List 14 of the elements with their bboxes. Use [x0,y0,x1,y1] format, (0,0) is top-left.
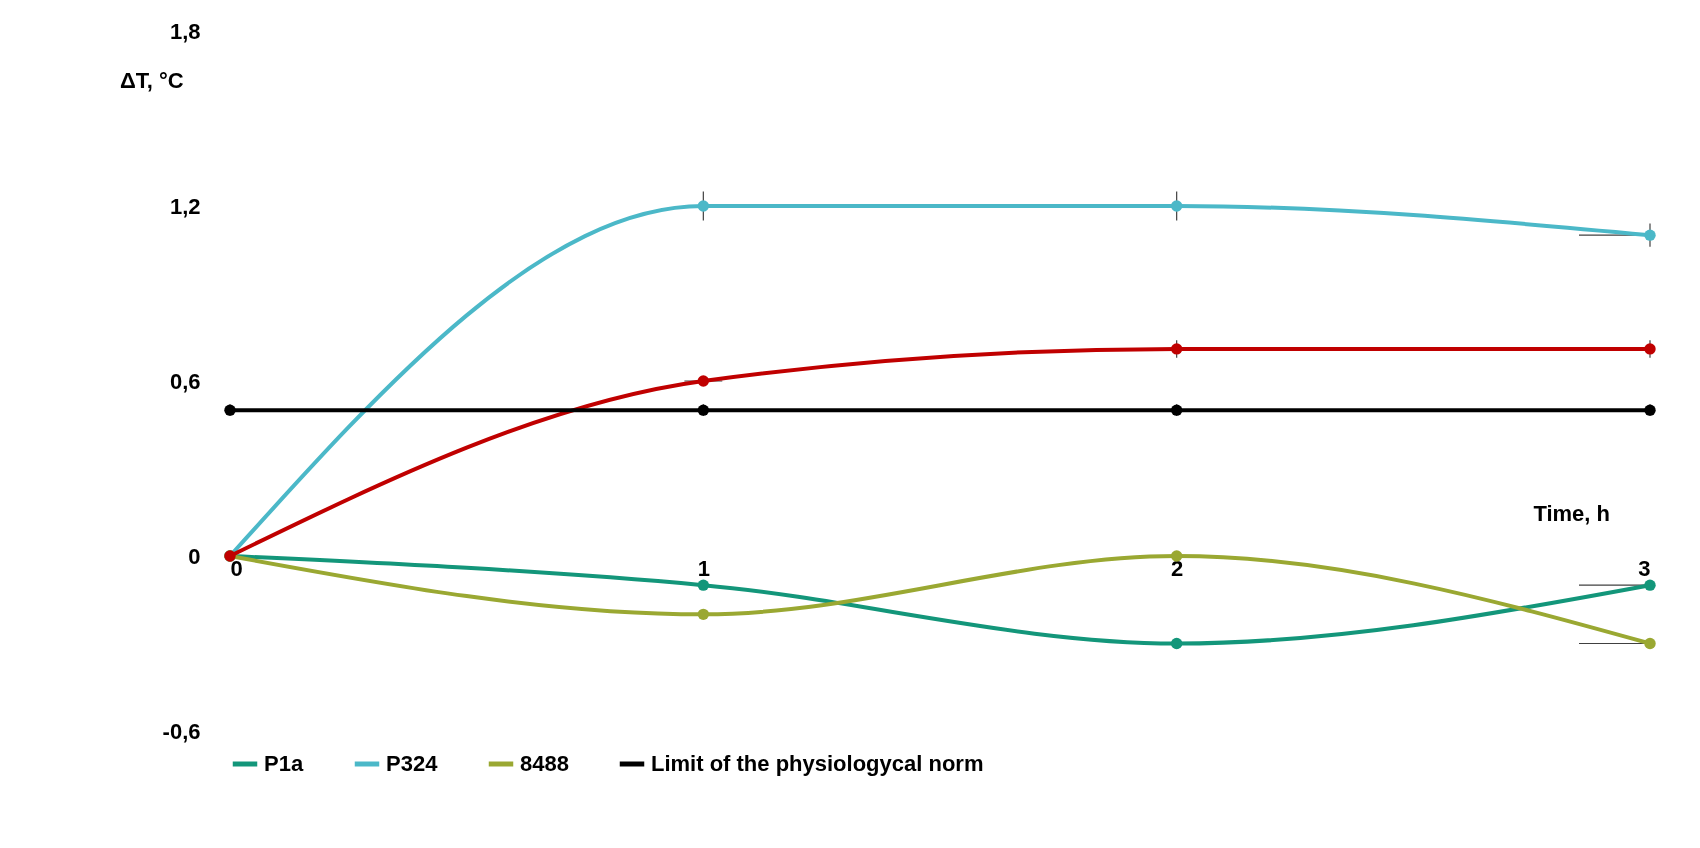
y-tick-label: 1,2 [169,193,201,219]
x-tick-label: 1 [697,555,710,581]
x-tick-label: 0 [230,555,243,581]
y-tick-label: -0,6 [162,718,201,744]
legend-label: 8488 [520,751,569,776]
legend-label: P1a [264,751,304,776]
y-tick-label: 1,8 [169,18,201,44]
x-tick-label: 2 [1171,555,1184,581]
x-tick-label: 3 [1638,555,1651,581]
y-tick-label: 0,6 [169,368,201,394]
legend-label: Limit of the physiologycal norm [651,751,984,776]
x-axis-title: Time, h [1533,501,1610,526]
y-axis-title: ΔT, °C [120,68,184,93]
legend-label: P324 [386,751,439,776]
